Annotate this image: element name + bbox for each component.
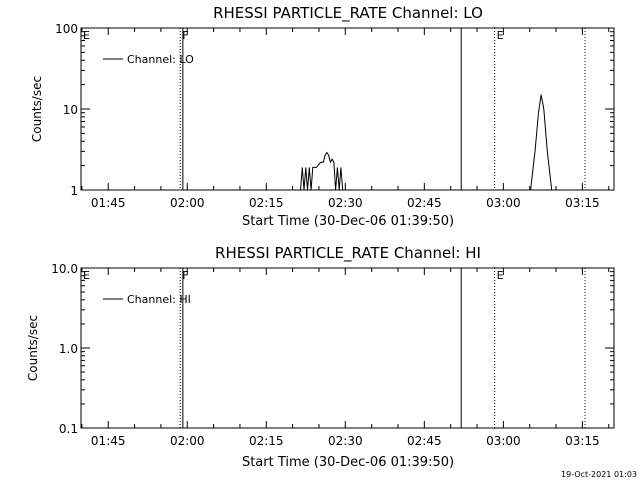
x-tick-label: 02:15 [249, 434, 284, 448]
y-tick-label: 10 [63, 103, 78, 117]
x-tick-label: 02:00 [170, 434, 205, 448]
panel-lo: RHESSI PARTICLE_RATE Channel: LO Counts/… [30, 4, 615, 229]
plot-frame [80, 267, 615, 429]
x-axis-label: Start Time (30-Dec-06 01:39:50) [242, 455, 454, 470]
footer-timestamp: 19-Oct-2021 01:03 [561, 470, 637, 479]
event-marker-label: E [497, 269, 504, 282]
series-line [300, 151, 344, 191]
legend-label: Channel: LO [127, 53, 194, 66]
x-tick-label: 03:15 [565, 196, 600, 210]
panel-hi: RHESSI PARTICLE_RATE Channel: HI Counts/… [26, 244, 615, 470]
x-tick-label: 03:15 [565, 434, 600, 448]
event-marker-label: E [83, 269, 90, 282]
event-marker-label: F [182, 29, 188, 42]
event-marker-label: F [182, 269, 188, 282]
event-marker-label: E [497, 29, 504, 42]
y-tick-label: 10.0 [51, 262, 78, 276]
x-tick-label: 02:45 [407, 434, 442, 448]
series-line [530, 94, 553, 191]
legend-label: Channel: HI [127, 293, 191, 306]
panel-title: RHESSI PARTICLE_RATE Channel: LO [213, 4, 483, 23]
x-tick-label: 03:00 [486, 196, 521, 210]
x-tick-label: 02:30 [328, 196, 363, 210]
y-axis-label: Counts/sec [30, 76, 44, 142]
y-tick-label: 1 [70, 184, 78, 198]
y-axis-label: Counts/sec [26, 315, 40, 381]
x-tick-label: 02:00 [170, 196, 205, 210]
x-tick-label: 02:30 [328, 434, 363, 448]
x-tick-label: 01:45 [91, 434, 126, 448]
x-tick-label: 03:00 [486, 434, 521, 448]
event-marker-label: E [83, 29, 90, 42]
x-tick-label: 01:45 [91, 196, 126, 210]
x-axis-label: Start Time (30-Dec-06 01:39:50) [242, 214, 454, 229]
y-tick-label: 0.1 [59, 422, 78, 436]
y-tick-label: 100 [55, 22, 78, 36]
x-tick-label: 02:15 [249, 196, 284, 210]
x-tick-label: 02:45 [407, 196, 442, 210]
y-tick-label: 1.0 [59, 342, 78, 356]
panel-title: RHESSI PARTICLE_RATE Channel: HI [215, 244, 481, 263]
